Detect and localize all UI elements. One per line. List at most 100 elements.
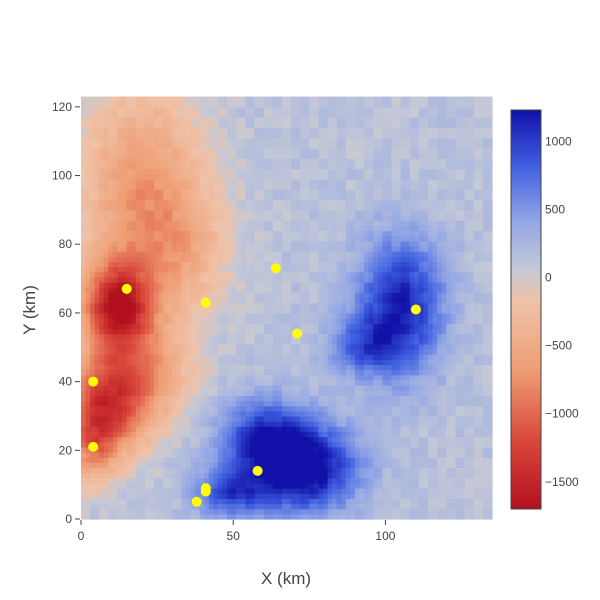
heatmap-cell xyxy=(341,235,347,242)
heatmap-cell xyxy=(295,452,301,458)
heatmap-cell xyxy=(126,462,132,469)
heatmap-cell xyxy=(240,96,246,103)
heatmap-cell xyxy=(149,266,155,273)
heatmap-cell xyxy=(263,312,269,319)
heatmap-cell xyxy=(190,359,196,366)
heatmap-cell xyxy=(355,364,361,371)
heatmap-cell xyxy=(167,178,173,185)
heatmap-cell xyxy=(163,184,169,190)
heatmap-cell xyxy=(281,204,288,211)
heatmap-cell xyxy=(218,415,224,422)
heatmap-cell xyxy=(199,472,205,479)
heatmap-cell xyxy=(332,421,338,427)
heatmap-cell xyxy=(176,112,183,118)
heatmap-cell xyxy=(254,142,260,149)
heatmap-cell xyxy=(263,359,269,366)
heatmap-cell xyxy=(90,189,96,196)
heatmap-cell xyxy=(195,477,201,484)
heatmap-cell xyxy=(304,184,310,190)
heatmap-cell xyxy=(167,338,173,345)
heatmap-cell xyxy=(135,385,141,391)
heatmap-cell xyxy=(81,395,87,402)
heatmap-cell xyxy=(154,390,160,396)
heatmap-cell xyxy=(94,245,100,252)
heatmap-cell xyxy=(135,261,141,268)
heatmap-cell xyxy=(277,199,283,206)
heatmap-cell xyxy=(208,364,215,371)
heatmap-cell xyxy=(99,235,105,242)
heatmap-cell xyxy=(108,127,114,134)
heatmap-cell xyxy=(112,158,119,165)
heatmap-cell xyxy=(154,189,160,196)
heatmap-cell xyxy=(222,379,228,386)
heatmap-cell xyxy=(272,477,278,484)
heatmap-cell xyxy=(122,446,128,453)
heatmap-cell xyxy=(94,153,100,159)
heatmap-cell xyxy=(281,225,288,232)
heatmap-cell xyxy=(218,421,224,427)
heatmap-cell xyxy=(355,482,361,489)
heatmap-cell xyxy=(277,472,283,479)
heatmap-cell xyxy=(158,106,164,113)
heatmap-cell xyxy=(240,235,246,242)
heatmap-cell xyxy=(272,323,278,329)
heatmap-cell xyxy=(90,158,96,165)
heatmap-cell xyxy=(190,343,196,350)
heatmap-cell xyxy=(135,271,141,278)
heatmap-cell xyxy=(263,220,269,226)
heatmap-cell xyxy=(277,235,283,242)
heatmap-cell xyxy=(131,338,137,345)
heatmap-cell xyxy=(213,405,219,412)
heatmap-cell xyxy=(254,297,260,304)
heatmap-cell xyxy=(345,127,352,134)
heatmap-cell xyxy=(140,225,146,232)
heatmap-cell xyxy=(323,410,329,417)
heatmap-cell xyxy=(158,472,164,479)
heatmap-cell xyxy=(149,323,155,329)
heatmap-cell xyxy=(108,148,114,154)
heatmap-cell xyxy=(304,508,310,515)
heatmap-cell xyxy=(222,194,228,201)
heatmap-cell xyxy=(313,477,320,484)
heatmap-cell xyxy=(167,271,173,278)
heatmap-cell xyxy=(112,307,119,314)
heatmap-cell xyxy=(176,338,183,345)
heatmap-cell xyxy=(309,328,315,335)
heatmap-cell xyxy=(227,292,233,299)
heatmap-cell xyxy=(190,132,196,139)
heatmap-cell xyxy=(231,122,237,129)
heatmap-cell xyxy=(304,431,310,438)
heatmap-cell xyxy=(313,503,320,510)
heatmap-cell xyxy=(81,349,87,355)
heatmap-cell xyxy=(140,482,146,489)
heatmap-cell xyxy=(345,261,352,268)
heatmap-cell xyxy=(341,225,347,232)
heatmap-cell xyxy=(81,101,87,108)
heatmap-cell xyxy=(126,421,132,427)
heatmap-cell xyxy=(236,312,242,319)
heatmap-cell xyxy=(277,122,283,129)
heatmap-cell xyxy=(323,390,329,396)
heatmap-cell xyxy=(149,112,155,118)
heatmap-cell xyxy=(140,452,146,458)
heatmap-cell xyxy=(291,513,297,520)
heatmap-cell xyxy=(318,508,324,515)
heatmap-cell xyxy=(122,405,128,412)
heatmap-cell xyxy=(99,153,105,159)
heatmap-cell xyxy=(259,173,265,180)
heatmap-cell xyxy=(355,163,361,170)
heatmap-cell xyxy=(122,245,128,252)
heatmap-cell xyxy=(222,462,228,469)
heatmap-cell xyxy=(268,385,274,391)
heatmap-cell xyxy=(172,271,178,278)
heatmap-cell xyxy=(167,189,173,196)
heatmap-cell xyxy=(323,230,329,237)
heatmap-cell xyxy=(126,184,132,190)
heatmap-cell xyxy=(163,173,169,180)
heatmap-cell xyxy=(268,168,274,175)
heatmap-cell xyxy=(341,513,347,520)
heatmap-cell xyxy=(176,379,183,386)
heatmap-cell xyxy=(254,503,260,510)
heatmap-cell xyxy=(208,354,215,360)
heatmap-cell xyxy=(108,395,114,402)
